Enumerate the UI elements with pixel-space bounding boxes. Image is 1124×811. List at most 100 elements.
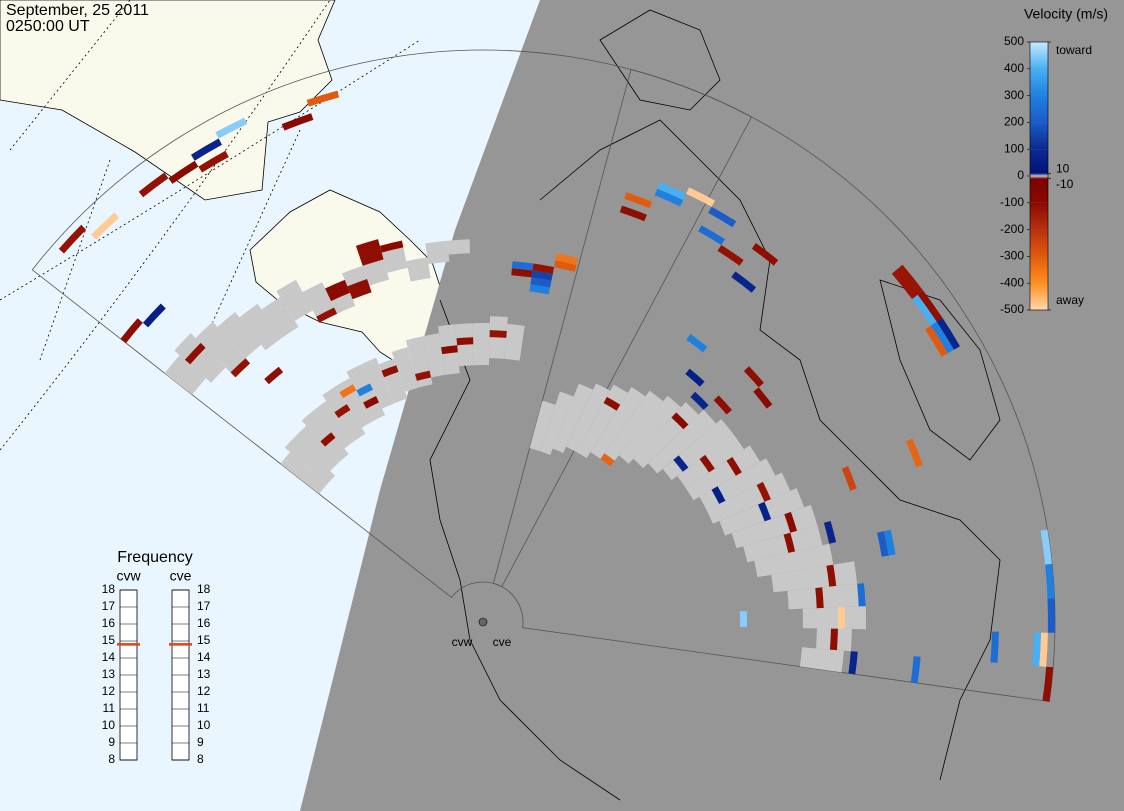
land-asia [0, 0, 336, 201]
velocity-cell [264, 366, 284, 385]
velocity-cell [753, 387, 773, 409]
colorbar-segment [1030, 283, 1048, 310]
velocity-cell [306, 90, 340, 107]
velocity-cell [883, 529, 896, 556]
velocity-cell [590, 387, 646, 459]
velocity-title: Velocity (m/s) [1024, 6, 1108, 22]
velocity-cell [531, 270, 553, 281]
velocity-cell [624, 192, 653, 209]
coastline [599, 9, 721, 111]
velocity-cell [600, 453, 615, 467]
night-side [300, 0, 1124, 811]
velocity-cell [281, 113, 314, 131]
graticule-line [39, 159, 111, 361]
velocity-cell [673, 455, 689, 472]
velocity-cell [554, 260, 577, 272]
colorbar-side-label: away [1056, 293, 1084, 307]
velocity-cell [566, 383, 611, 453]
graticule-line [0, 39, 421, 301]
frequency-tick-label: 15 [197, 633, 211, 647]
velocity-cell [925, 325, 948, 357]
frequency-radar-label: cvw [116, 568, 141, 584]
radar-site-label: cve [493, 635, 512, 649]
velocity-cell [783, 532, 796, 553]
frequency-panel: cvw 8 9 10 11 12 13 14 15 16 17 18 cve 8 9 10 11 12 13 14 15… [102, 568, 211, 766]
velocity-cell [379, 240, 404, 253]
velocity-cell [456, 337, 474, 346]
velocity-cell [284, 436, 336, 485]
velocity-cell [138, 172, 169, 198]
velocity-cell [334, 404, 351, 418]
frequency-tick-label: 11 [197, 701, 210, 715]
time: 0250:00 UT [6, 18, 90, 35]
coastline [879, 279, 1001, 461]
velocity-cell [164, 355, 206, 395]
velocity-cell [174, 333, 226, 383]
velocity-cell [195, 321, 246, 373]
velocity-cell [891, 264, 924, 300]
velocity-cell [168, 160, 199, 184]
colorbar-tick-label: -200 [1000, 222, 1024, 236]
frequency-tick-label: 12 [197, 684, 211, 698]
velocity-cell [739, 611, 748, 627]
velocity-cell [363, 396, 379, 409]
colorbar-segment [1030, 178, 1048, 203]
frequency-tick-label: 8 [108, 752, 115, 766]
velocity-cell [361, 357, 395, 409]
frequency-tick-label: 16 [197, 616, 211, 630]
colorbar-tick-label: -300 [1000, 249, 1024, 263]
colorbar-tick-label: -100 [1000, 195, 1024, 209]
frequency-tick-label: 16 [102, 616, 116, 630]
velocity-cell [726, 457, 742, 476]
velocity-cell [787, 583, 866, 610]
velocity-cell [731, 271, 757, 293]
velocity-cell [230, 358, 251, 378]
velocity-cell [906, 438, 923, 468]
frequency-tick-label: 9 [108, 735, 115, 749]
velocity-cell [447, 239, 471, 255]
velocity-cell [917, 290, 943, 322]
frequency-tick-label: 10 [102, 718, 116, 732]
velocity-cell [91, 212, 119, 240]
velocity-cell [758, 501, 772, 522]
velocity-cell [754, 543, 834, 578]
graticule-line [199, 129, 301, 351]
colorbar-segment [1030, 122, 1048, 150]
velocity-cell [1040, 529, 1052, 565]
velocity-cell [751, 243, 779, 266]
colorbar-tick-label: 300 [1004, 88, 1024, 102]
velocity-cell [1047, 598, 1055, 633]
velocity-cell [619, 205, 647, 222]
velocity-cell [848, 651, 858, 675]
velocity-cell [142, 303, 166, 328]
date: September, 25 2011 [6, 2, 149, 19]
frequency-tick-label: 9 [197, 735, 204, 749]
velocity-cell [1032, 632, 1041, 667]
velocity-cell [511, 261, 534, 271]
frequency-radar-label: cve [170, 568, 192, 584]
velocity-cell [706, 472, 791, 524]
velocity-cell [422, 333, 446, 378]
velocity-cell [708, 206, 737, 228]
velocity-cell [280, 452, 327, 494]
frequency-tick-label: 18 [197, 582, 211, 596]
velocity-cell [217, 312, 262, 359]
velocity-cell [1039, 632, 1048, 667]
velocity-cell [731, 504, 818, 549]
velocity-cell [1045, 563, 1055, 599]
velocity-cell [857, 583, 866, 607]
velocity-cell [325, 279, 350, 302]
colorbar-segment [1030, 95, 1048, 123]
velocity-cell [555, 253, 579, 265]
velocity-cell [529, 284, 550, 295]
velocity-cell [295, 425, 340, 471]
colorbar-segment [1030, 42, 1048, 69]
velocity-cell [990, 631, 999, 663]
radar-fan [492, 69, 1056, 703]
velocity-cell [381, 365, 399, 378]
velocity-cell [552, 383, 594, 453]
velocity-cell [713, 395, 732, 415]
velocity-cell [671, 412, 689, 430]
coastline [539, 119, 1001, 781]
frequency-tick-label: 11 [103, 701, 116, 715]
